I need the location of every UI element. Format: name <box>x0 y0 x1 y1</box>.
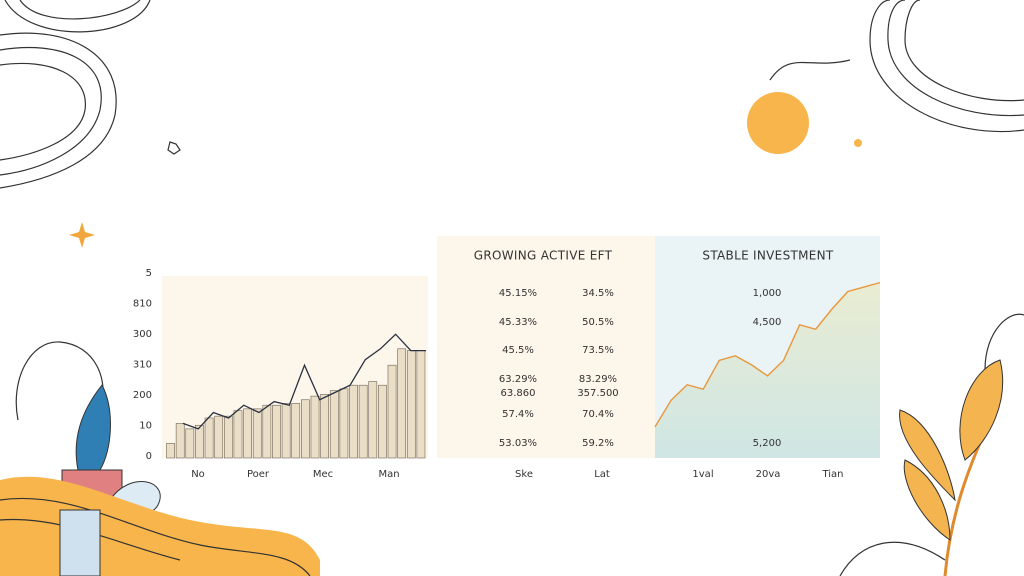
table-cell: 357.500 <box>577 388 618 399</box>
bar <box>185 428 195 459</box>
table-cell: 83.29% <box>579 374 617 385</box>
bar <box>358 384 368 459</box>
table-cell: 50.5% <box>582 317 614 328</box>
x-label: No <box>191 469 205 480</box>
table-cell: 45.5% <box>502 345 534 356</box>
bar <box>378 384 387 459</box>
bar <box>223 415 233 459</box>
value-label: 1,000 <box>753 288 782 299</box>
bar <box>252 408 262 459</box>
y-label: 300 <box>133 329 152 340</box>
x-label: Mec <box>313 469 333 480</box>
bar <box>214 415 224 459</box>
bar <box>204 417 214 459</box>
bar <box>243 408 252 459</box>
y-label: 810 <box>133 299 152 310</box>
bar <box>175 423 185 459</box>
bar <box>416 350 426 459</box>
table-cell: 53.03% <box>499 438 537 449</box>
table-panel <box>437 236 655 458</box>
y-label: 10 <box>139 421 152 432</box>
table-cell: 73.5% <box>582 345 614 356</box>
trend-line <box>182 333 426 430</box>
bar <box>291 403 301 459</box>
trend-line <box>654 281 881 428</box>
bar <box>301 399 310 459</box>
x-label: Tian <box>821 469 843 480</box>
bar <box>320 393 330 459</box>
y-label: 0 <box>146 451 152 462</box>
table-cell: 45.15% <box>499 288 537 299</box>
bar <box>406 350 416 459</box>
table-footer: Lat <box>594 469 610 480</box>
bar <box>368 381 378 459</box>
value-label: 4,500 <box>753 317 782 328</box>
table-cell: 45.33% <box>499 317 537 328</box>
bar <box>233 410 243 459</box>
right-title: STABLE INVESTMENT <box>702 249 834 263</box>
value-label: 5,200 <box>753 438 782 449</box>
x-label: 20va <box>756 469 781 480</box>
bar <box>262 404 272 459</box>
bar <box>397 348 407 459</box>
x-label: Poer <box>247 469 270 480</box>
bar <box>329 390 339 459</box>
table-cell: 34.5% <box>582 288 614 299</box>
x-label: Man <box>378 469 399 480</box>
bar <box>339 388 349 459</box>
table-footer: Ske <box>515 469 533 480</box>
table-cell: 63.29% <box>499 374 537 385</box>
bar <box>272 404 281 459</box>
bar <box>387 364 397 459</box>
bar <box>281 403 291 459</box>
table-cell: 63.860 <box>501 388 536 399</box>
y-label: 310 <box>133 360 152 371</box>
bar <box>349 384 358 459</box>
table-title: GROWING ACTIVE EFT <box>474 249 613 263</box>
bar <box>310 395 320 459</box>
x-label: 1val <box>692 469 713 480</box>
y-label: 5 <box>146 268 152 279</box>
table-cell: 57.4% <box>502 409 534 420</box>
area <box>655 282 880 458</box>
y-label: 200 <box>133 390 152 401</box>
bar <box>166 443 175 459</box>
table-cell: 59.2% <box>582 438 614 449</box>
table-cell: 70.4% <box>582 409 614 420</box>
bar <box>195 424 204 459</box>
